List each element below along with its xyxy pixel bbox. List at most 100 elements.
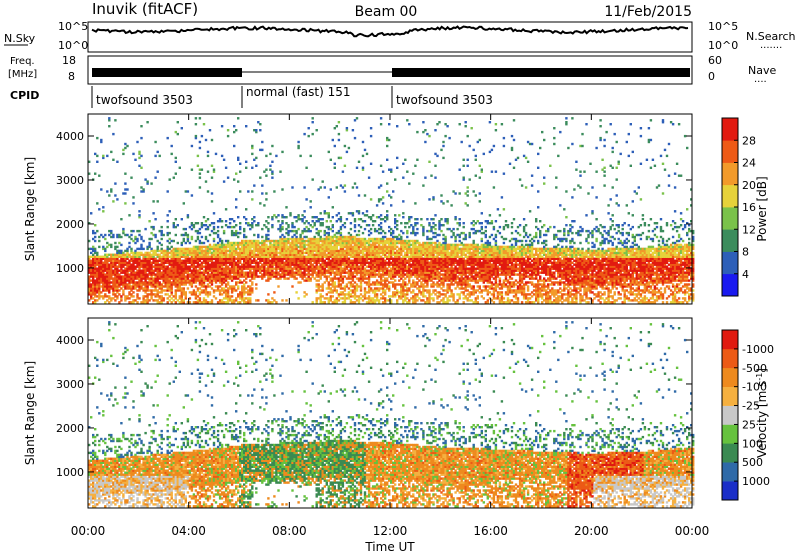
- power-cell: [124, 279, 127, 282]
- power-cell: [96, 291, 99, 294]
- power-cell: [214, 255, 218, 258]
- power-cell: [130, 289, 133, 292]
- power-cell: [204, 253, 208, 256]
- power-cell: [301, 273, 304, 276]
- power-cell: [112, 293, 115, 296]
- power-cell: [222, 261, 226, 264]
- power-cell: [102, 263, 105, 266]
- power-cell: [208, 285, 212, 288]
- power-cell: [218, 267, 222, 270]
- power-cell: [208, 257, 212, 260]
- power-cell: [309, 229, 312, 233]
- power-cell: [126, 261, 129, 264]
- power-cell: [210, 253, 214, 256]
- power-cell: [228, 243, 232, 247]
- power-cell: [158, 271, 161, 274]
- power-cell: [130, 176, 133, 179]
- power-cell: [142, 259, 145, 262]
- power-cell: [118, 263, 121, 266]
- power-cell: [253, 239, 256, 243]
- cpid-segment-2: normal (fast) 151: [246, 85, 350, 99]
- power-cell: [261, 243, 264, 247]
- power-cell: [124, 273, 127, 276]
- power-cell: [275, 255, 278, 258]
- power-cell: [279, 265, 282, 268]
- power-cell: [247, 255, 250, 258]
- power-cell: [108, 229, 111, 233]
- power-cell: [176, 275, 179, 278]
- power-cell: [94, 257, 97, 260]
- power-cell: [249, 285, 252, 288]
- power-cell: [249, 239, 252, 243]
- power-cell: [150, 283, 153, 286]
- power-cell: [140, 245, 143, 249]
- power-cell: [104, 273, 107, 276]
- power-cell: [150, 281, 153, 284]
- power-cell: [335, 235, 338, 239]
- power-cell: [228, 273, 232, 276]
- power-cell: [180, 301, 183, 304]
- power-cell: [150, 271, 153, 274]
- power-cell: [174, 301, 177, 304]
- power-cell: [267, 247, 270, 251]
- power-cell: [212, 289, 216, 292]
- power-cell: [142, 273, 145, 276]
- power-cell: [239, 257, 242, 260]
- power-cell: [160, 299, 163, 302]
- power-cell: [388, 138, 391, 142]
- power-cell: [351, 186, 355, 189]
- power-cell: [122, 253, 125, 256]
- power-cell: [293, 273, 296, 276]
- power-cell: [206, 263, 210, 266]
- power-cell: [239, 267, 242, 270]
- power-cell: [186, 235, 190, 239]
- power-cell: [140, 275, 143, 278]
- power-cell: [182, 287, 185, 290]
- power-cell: [130, 269, 133, 272]
- power-cell: [210, 271, 214, 274]
- power-cell: [194, 281, 198, 284]
- power-cell: [289, 237, 292, 241]
- power-cell: [206, 255, 210, 258]
- power-cell: [160, 295, 163, 298]
- power-cell: [192, 257, 196, 260]
- power-cell: [126, 247, 129, 251]
- power-cell: [178, 267, 181, 270]
- power-cell: [275, 243, 278, 247]
- power-cell: [112, 297, 115, 300]
- power-cell: [184, 251, 187, 255]
- power-cell: [156, 289, 159, 292]
- power-cell: [275, 247, 278, 251]
- power-cell: [88, 291, 91, 294]
- power-cell: [184, 241, 187, 245]
- power-cell: [263, 243, 266, 247]
- power-cell: [114, 285, 117, 288]
- power-cell: [202, 251, 206, 255]
- power-cell: [102, 154, 105, 158]
- power-cell: [204, 277, 208, 280]
- power-cell: [297, 144, 300, 148]
- power-cell: [156, 295, 159, 298]
- power-cell: [94, 291, 97, 294]
- power-cell: [168, 279, 171, 282]
- power-cell: [263, 249, 266, 253]
- power-cell: [164, 293, 167, 296]
- power-cell: [164, 249, 167, 253]
- power-cell: [98, 263, 101, 266]
- power-cell: [230, 287, 234, 290]
- power-cell: [176, 255, 179, 258]
- power-cell: [396, 156, 399, 160]
- power-cell: [202, 275, 206, 278]
- power-cell: [277, 251, 280, 255]
- power-cell: [124, 249, 127, 253]
- power-cell: [228, 261, 232, 264]
- power-cell: [168, 231, 171, 235]
- power-cell: [228, 269, 232, 272]
- power-cell: [285, 231, 288, 235]
- power-cell: [369, 227, 373, 231]
- power-cell: [102, 156, 105, 160]
- power-cell: [170, 285, 173, 288]
- power-cell: [194, 247, 198, 251]
- power-cell: [92, 297, 95, 300]
- power-cell: [102, 275, 105, 278]
